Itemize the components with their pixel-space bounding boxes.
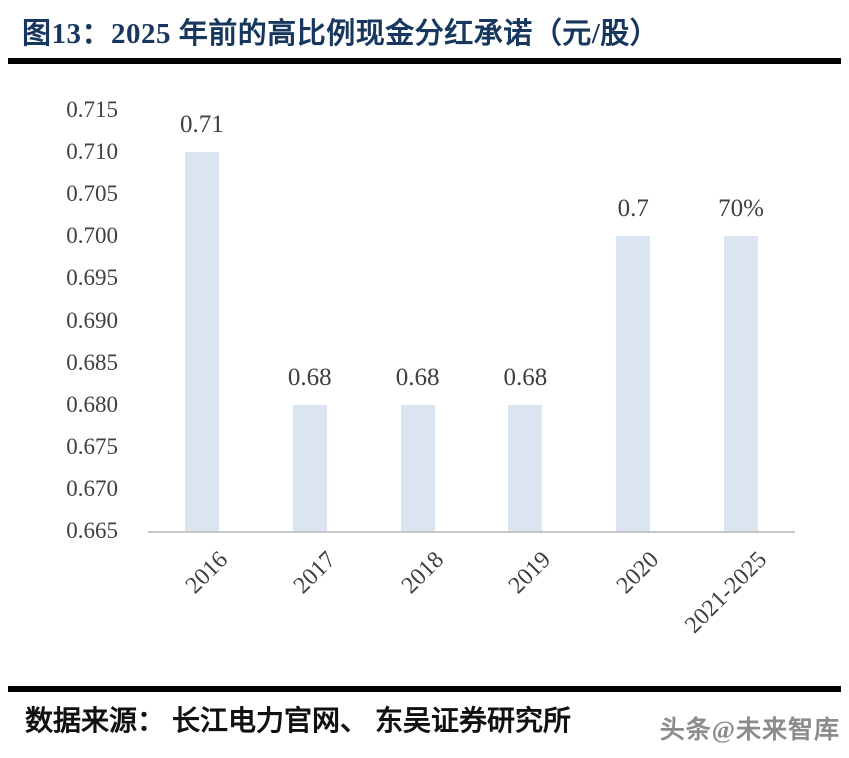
y-tick-label: 0.665 <box>66 518 118 543</box>
bar-value-label: 0.7 <box>617 195 649 223</box>
figure-title: 图13：2025 年前的高比例现金分红承诺（元/股） <box>22 18 660 50</box>
bottom-divider <box>8 686 841 692</box>
y-tick-label: 0.685 <box>66 349 118 375</box>
bar-2019 <box>508 404 543 531</box>
x-tick-label: 2018 <box>396 546 449 600</box>
bar-2016 <box>184 152 219 531</box>
y-tick-label: 0.695 <box>66 265 118 291</box>
y-tick-label: 0.675 <box>66 433 118 459</box>
y-tick-label: 0.710 <box>66 139 118 165</box>
bar-value-label: 0.68 <box>287 363 332 391</box>
y-tick-label: 0.670 <box>66 475 118 501</box>
bar-2021-2025 <box>724 236 759 531</box>
data-source: 数据来源： 长江电力官网、 东吴证券研究所 <box>25 706 572 737</box>
top-divider <box>8 58 841 64</box>
bar-value-label: 0.68 <box>503 363 548 391</box>
watermark: 头条@未来智库 <box>659 717 840 744</box>
y-tick-label: 0.690 <box>66 307 118 333</box>
x-tick-label: 2021-2025 <box>680 546 773 639</box>
bar-2018 <box>400 404 435 531</box>
bar-value-label: 0.68 <box>395 363 440 391</box>
y-tick-label: 0.715 <box>66 97 118 122</box>
bar-value-label: 0.71 <box>180 111 224 139</box>
x-tick-label: 2019 <box>504 546 557 600</box>
x-axis-line <box>148 531 795 533</box>
bar-value-label: 70% <box>718 195 764 223</box>
y-tick-label: 0.680 <box>66 391 118 417</box>
x-tick-label: 2020 <box>612 546 665 600</box>
bar-2017 <box>292 404 327 531</box>
y-tick-label: 0.700 <box>66 223 118 249</box>
x-tick-label: 2016 <box>180 546 234 600</box>
bar-2020 <box>616 236 651 531</box>
y-tick-label: 0.705 <box>66 181 118 207</box>
x-tick-label: 2017 <box>288 546 341 600</box>
